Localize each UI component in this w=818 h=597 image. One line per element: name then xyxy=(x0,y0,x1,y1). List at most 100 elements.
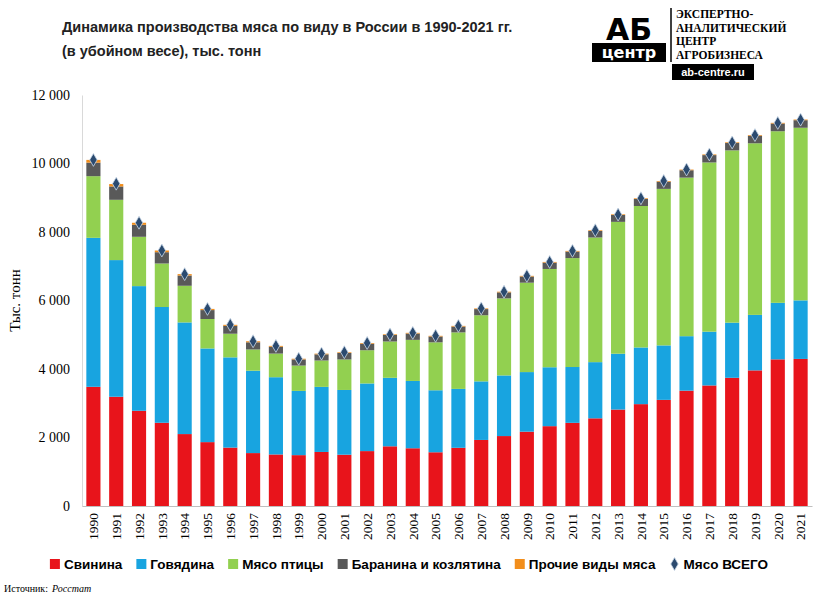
bar xyxy=(588,237,602,362)
x-tick-label: 1992 xyxy=(132,513,147,540)
legend-label: Прочие виды мяса xyxy=(529,557,656,572)
bar xyxy=(497,436,511,506)
bar xyxy=(86,387,100,506)
total-marker xyxy=(797,113,804,126)
y-tick: 6 000 xyxy=(39,293,83,308)
legend-item: Мясо птицы xyxy=(228,557,324,572)
bar xyxy=(292,366,306,391)
bar xyxy=(383,378,397,447)
bar xyxy=(771,131,785,303)
bar xyxy=(337,390,351,455)
y-tick: 0 xyxy=(63,499,82,514)
x-tick: 2018 xyxy=(725,506,740,540)
bar xyxy=(543,426,557,506)
x-axis-line xyxy=(83,506,813,507)
x-tick-label: 2021 xyxy=(793,513,808,540)
y-tick: 12 000 xyxy=(32,88,83,103)
total-marker xyxy=(728,136,735,149)
x-tick-label: 2006 xyxy=(451,513,466,540)
bar xyxy=(657,345,671,399)
bar xyxy=(497,375,511,436)
logo-main: АБ xyxy=(606,12,652,47)
x-tick-label: 2020 xyxy=(771,513,786,540)
bar xyxy=(748,143,762,315)
legend-item: Баранина и козлятина xyxy=(338,557,502,572)
bar xyxy=(611,410,625,506)
x-tick: 2010 xyxy=(542,506,557,540)
total-marker xyxy=(706,148,713,161)
bar-series xyxy=(86,120,807,365)
logo: АБцентрЭКСПЕРТНО-АНАЛИТИЧЕСКИЙЦЕНТРАГРОБ… xyxy=(592,8,786,80)
x-tick-label: 2005 xyxy=(428,513,443,540)
bar xyxy=(132,237,146,286)
total-marker xyxy=(363,337,370,350)
bar xyxy=(314,452,328,506)
legend-item: Мясо ВСЕГО xyxy=(671,557,768,572)
logo-line: АГРОБИЗНЕСА xyxy=(676,49,763,61)
legend-item: Говядина xyxy=(136,557,214,572)
bar xyxy=(520,283,534,372)
bar xyxy=(679,178,693,337)
x-tick-label: 1990 xyxy=(86,513,101,540)
bar xyxy=(474,440,488,506)
x-tick: 1993 xyxy=(155,506,170,540)
bar xyxy=(406,340,420,381)
plot-area xyxy=(86,120,807,506)
bar xyxy=(474,315,488,381)
bar xyxy=(794,300,808,359)
bar xyxy=(634,206,648,347)
bar xyxy=(337,359,351,389)
bar xyxy=(223,448,237,506)
bar xyxy=(383,446,397,506)
bar xyxy=(634,404,648,506)
bar xyxy=(86,176,100,238)
y-tick-label: 4 000 xyxy=(39,362,71,377)
total-marker xyxy=(295,352,302,365)
x-tick: 1995 xyxy=(200,506,215,540)
legend-label: Свинина xyxy=(64,557,123,572)
bar xyxy=(360,383,374,451)
x-tick: 2004 xyxy=(406,506,421,540)
bar xyxy=(725,323,739,378)
legend-swatch xyxy=(136,559,146,569)
bar xyxy=(451,448,465,506)
x-tick: 2016 xyxy=(679,506,694,540)
bar xyxy=(292,391,306,455)
total-marker xyxy=(272,339,279,352)
y-tick: 2 000 xyxy=(39,430,83,445)
bar xyxy=(269,354,283,378)
x-tick: 2017 xyxy=(702,506,717,540)
bar xyxy=(223,334,237,358)
x-tick-label: 2008 xyxy=(497,513,512,540)
y-tick-label: 10 000 xyxy=(32,156,71,171)
total-marker xyxy=(500,285,507,298)
x-tick-label: 2004 xyxy=(406,513,421,540)
legend-item: Свинина xyxy=(50,557,123,572)
bar xyxy=(565,423,579,506)
bar xyxy=(383,341,397,377)
bar xyxy=(497,298,511,375)
x-tick-label: 2012 xyxy=(588,513,603,540)
chart: Динамика производства мяса по виду в Рос… xyxy=(0,0,818,597)
x-tick-label: 2011 xyxy=(565,513,580,540)
x-tick: 2008 xyxy=(497,506,512,540)
source: Росстат xyxy=(51,583,91,594)
total-marker xyxy=(112,177,119,190)
bar xyxy=(429,390,443,452)
bar xyxy=(725,378,739,506)
total-marker xyxy=(683,163,690,176)
x-tick: 2019 xyxy=(748,506,763,540)
marker-series xyxy=(90,113,805,365)
bar xyxy=(246,349,260,370)
total-marker xyxy=(227,318,234,331)
total-marker xyxy=(181,268,188,281)
x-tick-label: 1993 xyxy=(155,513,170,540)
y-axis-line xyxy=(82,96,83,507)
total-marker xyxy=(660,175,667,188)
bar xyxy=(406,381,420,448)
x-tick: 1992 xyxy=(132,506,147,540)
marker-layer xyxy=(90,113,805,365)
bar xyxy=(109,200,123,260)
x-tick-label: 2019 xyxy=(748,513,763,540)
bar xyxy=(246,371,260,453)
